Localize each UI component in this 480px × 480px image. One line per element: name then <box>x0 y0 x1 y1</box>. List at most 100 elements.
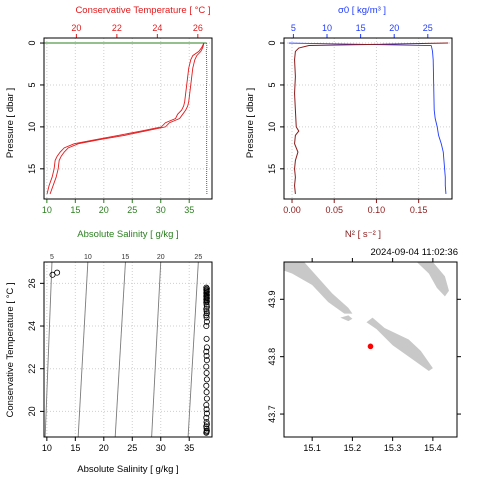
p1-frame <box>43 37 213 200</box>
land-polygon <box>284 262 353 314</box>
ts-point <box>203 414 210 421</box>
p3-x-tick-label: 10 <box>42 443 52 453</box>
ts-point <box>203 323 210 330</box>
p3-x-tick-label: 20 <box>99 443 109 453</box>
isopycnal-line <box>114 261 126 438</box>
ts-point <box>203 428 210 435</box>
ts-point <box>203 314 210 321</box>
salinity-profile-line <box>205 42 208 194</box>
p3-y-tick-label: 24 <box>27 321 37 331</box>
ts-point <box>203 382 210 389</box>
sigma-profile-line <box>288 42 447 195</box>
ts-point <box>203 401 210 408</box>
station-point <box>367 343 374 350</box>
map-x-tick-label: 15.2 <box>344 443 362 453</box>
p2-bottom-tick-label: 0.15 <box>410 205 428 215</box>
map-y-tick-label: 43.9 <box>267 291 277 309</box>
p3-x-title: Absolute Salinity [ g/kg ] <box>77 464 178 475</box>
map-y-tick-label: 43.8 <box>267 348 277 366</box>
p2-y-tick-label: 10 <box>267 122 277 132</box>
land-group <box>284 262 449 372</box>
p1-y-tick-label: 10 <box>27 122 37 132</box>
ts-point <box>54 269 61 276</box>
ts-point <box>203 357 210 364</box>
isopycnal-label: 15 <box>122 254 130 261</box>
p1-bottom-tick-label: 35 <box>184 205 194 215</box>
ts-point <box>203 299 210 306</box>
ts-diagram-panel: Absolute Salinity [ g/kg ] Conservative … <box>5 254 213 475</box>
p1-bottom-tick-label: 20 <box>99 205 109 215</box>
ts-point <box>203 305 210 312</box>
p3-frame <box>43 261 213 438</box>
isopycnal-line <box>187 261 199 438</box>
map-x-tick-label: 15.3 <box>384 443 402 453</box>
p2-top-tick-label: 25 <box>423 23 433 33</box>
isopycnal-label: 25 <box>194 254 202 261</box>
p3-x-tick-label: 35 <box>184 443 194 453</box>
p1-y-tick-label: 15 <box>27 164 37 174</box>
p3-y-tick-label: 26 <box>27 278 37 288</box>
ts-point <box>203 301 210 308</box>
ts-point <box>203 395 210 402</box>
ts-point <box>203 335 210 342</box>
ts-point <box>203 344 210 351</box>
p3-x-tick-label: 25 <box>127 443 137 453</box>
isopycnal-label: 10 <box>84 254 92 261</box>
p1-top-title: Conservative Temperature [ °C ] <box>75 5 210 16</box>
p1-top-tick-label: 22 <box>112 23 122 33</box>
p2-y-tick-label: 15 <box>267 164 277 174</box>
ts-point <box>203 308 210 315</box>
land-polygon <box>340 315 353 322</box>
isopycnal-label: 5 <box>50 254 54 261</box>
isopycnal-label: 20 <box>157 254 165 261</box>
p1-y-title: Pressure [ dbar ] <box>5 88 16 158</box>
ts-point <box>203 352 210 359</box>
p2-bottom-tick-label: 0.00 <box>283 205 301 215</box>
station-map-panel: 2024-09-04 11:02:36 15.1 15.2 15.3 15.4 43.7… <box>267 247 461 453</box>
ts-point <box>203 312 210 319</box>
ts-point <box>203 318 210 325</box>
land-polygon <box>366 317 433 372</box>
p1-bottom-tick-label: 30 <box>156 205 166 215</box>
isopycnal-line <box>44 261 53 438</box>
p1-y-tick-label: 5 <box>27 82 37 87</box>
p2-y-title: Pressure [ dbar ] <box>245 88 256 158</box>
isopycnal-line <box>77 261 89 438</box>
p1-bottom-tick-label: 25 <box>127 205 137 215</box>
land-polygon <box>416 262 449 297</box>
p3-y-title: Conservative Temperature [ °C ] <box>5 282 16 417</box>
temperature-profile-line-b <box>46 42 205 195</box>
p1-top-tick-label: 20 <box>71 23 81 33</box>
ts-point <box>203 410 210 417</box>
p3-y-tick-label: 20 <box>27 406 37 416</box>
p1-top-tick-label: 24 <box>152 23 162 33</box>
p3-y-tick-label: 22 <box>27 364 37 374</box>
p2-top-tick-label: 10 <box>322 23 332 33</box>
n2-profile-line <box>294 42 449 195</box>
ts-profile-panel: Conservative Temperature [ °C ] Absolute… <box>5 5 213 240</box>
p2-top-tick-label: 20 <box>389 23 399 33</box>
p2-bottom-tick-label: 0.05 <box>325 205 343 215</box>
p2-bottom-title: N² [ s⁻² ] <box>345 229 381 240</box>
p1-bottom-tick-label: 15 <box>70 205 80 215</box>
ts-point <box>203 348 210 355</box>
p2-y-tick-label: 5 <box>267 82 277 87</box>
temperature-profile-line-a <box>49 42 205 195</box>
ts-point <box>203 369 210 376</box>
ts-point <box>203 406 210 413</box>
ts-point <box>203 376 210 383</box>
p1-y-tick-label: 0 <box>27 41 37 46</box>
p1-bottom-title: Absolute Salinity [ g/kg ] <box>77 229 178 240</box>
p2-top-tick-label: 5 <box>291 23 296 33</box>
map-x-tick-label: 15.4 <box>424 443 442 453</box>
ts-point <box>203 419 210 426</box>
p2-frame <box>283 37 453 200</box>
map-timestamp: 2024-09-04 11:02:36 <box>370 247 458 258</box>
isopycnal-line <box>151 261 162 438</box>
ts-point <box>203 425 210 432</box>
p1-top-tick-label: 26 <box>193 23 203 33</box>
map-y-tick-label: 43.7 <box>267 405 277 423</box>
p2-top-title: σ0 [ kg/m³ ] <box>338 5 386 16</box>
map-frame <box>283 261 458 438</box>
